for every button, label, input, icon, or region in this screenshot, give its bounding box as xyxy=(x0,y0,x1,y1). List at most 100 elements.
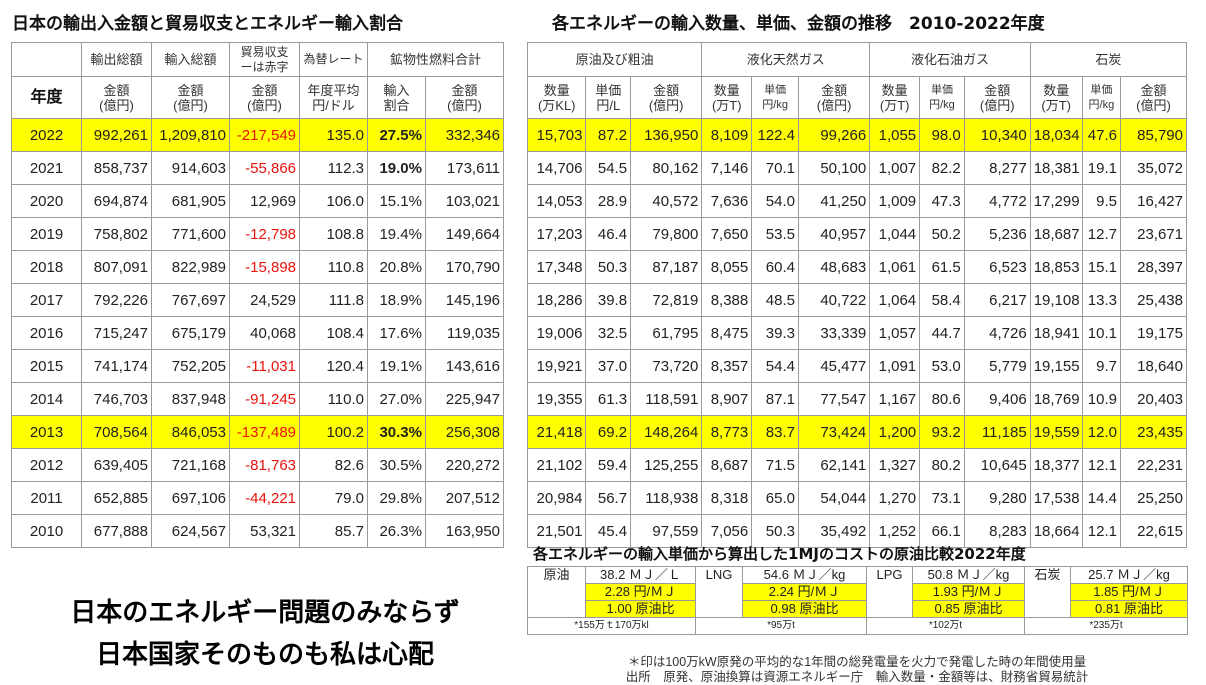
share-cell: 30.3% xyxy=(367,415,426,449)
trade-row: 2017 792,226 767,697 24,529 111.8 18.9% 145,19… xyxy=(11,283,505,317)
lng-amount-cell: 45,477 xyxy=(797,349,871,383)
lpg-qty-header: 数量 (万T) xyxy=(869,76,921,119)
oil-price-cell: 87.2 xyxy=(585,118,632,152)
lpg-qty-cell: 1,064 xyxy=(869,283,921,317)
share-cell: 27.5% xyxy=(367,118,426,152)
trade-row: 2015 741,174 752,205 -11,031 120.4 19.1% 143,6… xyxy=(11,349,505,383)
share-cell: 27.0% xyxy=(367,382,426,416)
trade-row: 2016 715,247 675,179 40,068 108.4 17.6% 119,03… xyxy=(11,316,505,350)
lpg-price-header: 単価 円/kg xyxy=(919,76,965,119)
lng-price-cell: 71.5 xyxy=(751,448,799,482)
header-rate-sub: 年度平均 円/ドル xyxy=(299,76,368,119)
lng-qty-cell: 8,388 xyxy=(701,283,753,317)
mineral-cell: 145,196 xyxy=(424,283,505,317)
rate-cell: 120.4 xyxy=(299,349,368,383)
coal-qty-cell: 18,381 xyxy=(1029,151,1083,185)
lpg-price-cell: 44.7 xyxy=(919,316,965,350)
header-blank xyxy=(11,42,82,77)
import-cell: 914,603 xyxy=(151,151,230,185)
lng-price-cell: 39.3 xyxy=(751,316,799,350)
energy-row: 18,286 39.8 72,819 8,388 48.5 40,722 1,064 58.4… xyxy=(526,283,1187,317)
lpg-amount-cell: 5,236 xyxy=(963,217,1031,251)
oil-amount-cell: 87,187 xyxy=(630,250,703,284)
year-cell: 2011 xyxy=(11,481,82,515)
oil-price-cell: 59.4 xyxy=(585,448,632,482)
rate-cell: 108.8 xyxy=(299,217,368,251)
lpg-amount-cell: 8,283 xyxy=(963,514,1031,548)
lng-qty-cell: 8,357 xyxy=(701,349,753,383)
oil-qty-cell: 17,348 xyxy=(526,250,587,284)
export-cell: 746,703 xyxy=(81,382,152,416)
oil-qty-cell: 21,102 xyxy=(526,448,587,482)
share-cell: 19.0% xyxy=(367,151,426,185)
lng-qty-cell: 7,636 xyxy=(701,184,753,218)
coal-amount-cell: 20,403 xyxy=(1120,382,1187,416)
oil-price-header: 単価 円/L xyxy=(585,76,632,119)
lng-price-cell: 70.1 xyxy=(751,151,799,185)
lng-amount-cell: 40,957 xyxy=(797,217,871,251)
coal-qty-cell: 17,538 xyxy=(1029,481,1083,515)
oil-amount-cell: 73,720 xyxy=(630,349,703,383)
header-rate: 為替レート xyxy=(299,42,368,77)
lng-qty-cell: 8,318 xyxy=(701,481,753,515)
energy-row: 17,348 50.3 87,187 8,055 60.4 48,683 1,061 61.5… xyxy=(526,250,1187,284)
left-table-title: 日本の輸出入金額と貿易収支とエネルギー輸入割合 xyxy=(12,14,403,34)
lng-qty-cell: 8,055 xyxy=(701,250,753,284)
mj-name-coal: 石炭 xyxy=(1024,566,1071,618)
rate-cell: 112.3 xyxy=(299,151,368,185)
header-share: 輸入 割合 xyxy=(367,76,426,119)
balance-cell: -44,221 xyxy=(229,481,300,515)
year-cell: 2021 xyxy=(11,151,82,185)
year-cell: 2014 xyxy=(11,382,82,416)
header-mineral: 鉱物性燃料合計 xyxy=(366,42,505,77)
coal-amount-cell: 19,175 xyxy=(1120,316,1187,350)
lpg-amount-cell: 10,645 xyxy=(963,448,1031,482)
oil-price-cell: 54.5 xyxy=(585,151,632,185)
share-cell: 19.1% xyxy=(367,349,426,383)
balance-cell: -12,798 xyxy=(229,217,300,251)
lng-qty-cell: 8,475 xyxy=(701,316,753,350)
lpg-amount-cell: 10,340 xyxy=(963,118,1031,152)
lng-qty-cell: 7,056 xyxy=(701,514,753,548)
mineral-cell: 225,947 xyxy=(424,382,505,416)
coal-qty-cell: 17,299 xyxy=(1029,184,1083,218)
balance-cell: -11,031 xyxy=(229,349,300,383)
lng-qty-cell: 8,907 xyxy=(701,382,753,416)
lpg-price-cell: 61.5 xyxy=(919,250,965,284)
rate-cell: 106.0 xyxy=(299,184,368,218)
trade-row: 2013 708,564 846,053 -137,489 100.2 30.3% 256,… xyxy=(11,415,505,449)
coal-price-cell: 12.0 xyxy=(1081,415,1122,449)
mj-cost-lpg: 1.93 円/ＭＪ xyxy=(912,583,1025,601)
oil-amount-cell: 80,162 xyxy=(630,151,703,185)
year-cell: 2012 xyxy=(11,448,82,482)
mineral-cell: 256,308 xyxy=(424,415,505,449)
lng-amount-cell: 41,250 xyxy=(797,184,871,218)
export-cell: 758,802 xyxy=(81,217,152,251)
lng-amount-cell: 62,141 xyxy=(797,448,871,482)
year-cell: 2017 xyxy=(11,283,82,317)
oil-amount-cell: 97,559 xyxy=(630,514,703,548)
export-cell: 992,261 xyxy=(81,118,152,152)
oil-qty-header: 数量 (万KL) xyxy=(526,76,587,119)
lpg-price-cell: 73.1 xyxy=(919,481,965,515)
lpg-qty-cell: 1,200 xyxy=(869,415,921,449)
coal-price-cell: 10.1 xyxy=(1081,316,1122,350)
lng-price-header: 単価 円/kg xyxy=(751,76,799,119)
lng-amount-cell: 77,547 xyxy=(797,382,871,416)
mineral-cell: 149,664 xyxy=(424,217,505,251)
oil-qty-cell: 19,006 xyxy=(526,316,587,350)
rate-cell: 82.6 xyxy=(299,448,368,482)
lng-price-cell: 60.4 xyxy=(751,250,799,284)
energy-row: 14,053 28.9 40,572 7,636 54.0 41,250 1,009 47.3… xyxy=(526,184,1187,218)
coal-amount-cell: 23,671 xyxy=(1120,217,1187,251)
lpg-amount-cell: 8,277 xyxy=(963,151,1031,185)
energy-row: 17,203 46.4 79,800 7,650 53.5 40,957 1,044 50.2… xyxy=(526,217,1187,251)
energy-row: 20,984 56.7 118,938 8,318 65.0 54,044 1,270 73.… xyxy=(526,481,1187,515)
import-cell: 837,948 xyxy=(151,382,230,416)
oil-price-cell: 45.4 xyxy=(585,514,632,548)
rate-cell: 111.8 xyxy=(299,283,368,317)
mj-energy-lpg: 50.8 ＭＪ／kg xyxy=(912,566,1025,584)
oil-price-cell: 32.5 xyxy=(585,316,632,350)
lng-amount-cell: 73,424 xyxy=(797,415,871,449)
balance-cell: 53,321 xyxy=(229,514,300,548)
